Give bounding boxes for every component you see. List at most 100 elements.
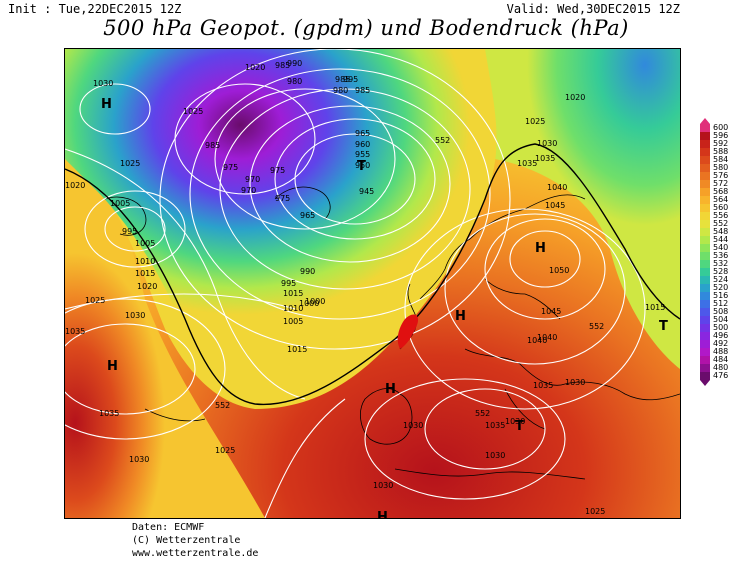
legend-label: 580 xyxy=(713,163,729,172)
legend-swatch xyxy=(700,228,710,236)
isobar-label: 1025 xyxy=(120,159,141,168)
isobar-label: 990 xyxy=(287,59,303,68)
legend-swatch xyxy=(700,164,710,172)
high-pressure-center: H xyxy=(385,382,396,397)
height-label: 552 xyxy=(589,322,605,331)
legend-swatch xyxy=(700,316,710,324)
isobar-label: 1040 xyxy=(537,333,558,342)
legend-label: 544 xyxy=(713,235,729,244)
legend-label: 508 xyxy=(713,307,729,316)
low-pressure-center: T xyxy=(515,419,524,434)
isobar-label: 1045 xyxy=(545,201,566,210)
legend-label: 588 xyxy=(713,147,729,156)
isobar-label: 965 xyxy=(300,211,316,220)
isobar-label: 975 xyxy=(270,166,286,175)
isobar-label: 1015 xyxy=(645,303,666,312)
high-pressure-center: H xyxy=(535,241,546,256)
northeast-trough-field xyxy=(445,49,680,369)
legend-label: 556 xyxy=(713,211,729,220)
isobar-label: 1035 xyxy=(65,327,86,336)
isobar-label: 980 xyxy=(333,86,349,95)
isobar-label: 1020 xyxy=(137,282,158,291)
low-pressure-center: T xyxy=(659,319,668,334)
isobar-label: 1020 xyxy=(565,93,586,102)
isobar-label: 1035 xyxy=(535,154,556,163)
legend-swatch xyxy=(700,364,710,372)
legend-swatch xyxy=(700,324,710,332)
isobar-label: 1030 xyxy=(565,378,586,387)
legend-swatch xyxy=(700,196,710,204)
isobar-label: 1030 xyxy=(485,451,506,460)
atlantic-ridge-field xyxy=(65,139,265,518)
legend-swatch xyxy=(700,292,710,300)
legend-label: 584 xyxy=(713,155,729,164)
isobar-label: 1040 xyxy=(547,183,568,192)
isobar-label: 1025 xyxy=(85,296,106,305)
legend-label: 592 xyxy=(713,139,729,148)
legend-swatch xyxy=(700,204,710,212)
legend-label: 484 xyxy=(713,355,729,364)
isobar-label: 975 xyxy=(223,163,239,172)
valid-time: Valid: Wed,30DEC2015 12Z xyxy=(506,2,680,16)
isobar-label: 985 xyxy=(335,75,351,84)
data-source: Daten: ECMWF xyxy=(132,522,205,533)
website: www.wetterzentrale.de xyxy=(132,548,259,559)
legend-label: 476 xyxy=(713,371,729,380)
isobar-label: 1025 xyxy=(525,117,546,126)
isobar-label: 1010 xyxy=(135,257,156,266)
isobar-label: 995 xyxy=(281,279,297,288)
legend-label: 568 xyxy=(713,187,729,196)
legend-label: 572 xyxy=(713,179,729,188)
init-time: Init : Tue,22DEC2015 12Z xyxy=(8,2,182,16)
isobar-label: 1030 xyxy=(125,311,146,320)
legend-label: 516 xyxy=(713,291,729,300)
copyright: (C) Wetterzentrale xyxy=(132,535,241,546)
isobar-label: 965 xyxy=(355,129,371,138)
legend-label: 536 xyxy=(713,251,729,260)
low-pressure-center: T xyxy=(357,159,366,174)
legend-swatch xyxy=(700,188,710,196)
legend-swatch xyxy=(700,244,710,252)
legend-label: 576 xyxy=(713,171,729,180)
height-label: 552 xyxy=(475,409,491,418)
legend-label: 500 xyxy=(713,323,729,332)
legend-swatch xyxy=(700,356,710,364)
legend-swatch xyxy=(700,260,710,268)
isobar-label: 1010 xyxy=(283,304,304,313)
isobar-label: 1020 xyxy=(245,63,266,72)
legend-label: 520 xyxy=(713,283,729,292)
isobar-label: 985 xyxy=(275,61,291,70)
isobar-label: 990 xyxy=(300,267,316,276)
isobar-label: 1040 xyxy=(527,336,548,345)
isobar-label: 1000 xyxy=(299,299,320,308)
isobar-label: 1045 xyxy=(541,307,562,316)
isobar-label: 1030 xyxy=(373,481,394,490)
isobar-label: 1015 xyxy=(283,289,304,298)
forecast-map: 1030 1025 1020 1005 995 1005 1010 1015 1020 1025 1… xyxy=(64,48,681,519)
isobar-label: 1005 xyxy=(283,317,304,326)
legend-swatch xyxy=(700,268,710,276)
isobar-label: 1020 xyxy=(65,181,86,190)
isobar-label: 995 xyxy=(343,75,359,84)
legend-swatch xyxy=(700,332,710,340)
isobar-label: 1025 xyxy=(183,107,204,116)
isobar-label: 1025 xyxy=(215,446,236,455)
high-pressure-center: H xyxy=(101,97,112,112)
isobar-label: 960 xyxy=(355,140,371,149)
legend-label: 548 xyxy=(713,227,729,236)
legend-top-arrow xyxy=(700,118,710,124)
legend-swatch xyxy=(700,156,710,164)
isobar-label: 1035 xyxy=(485,421,506,430)
isobar-label: 1030 xyxy=(537,139,558,148)
legend-label: 488 xyxy=(713,347,729,356)
polar-low-field xyxy=(65,49,483,394)
isobar-label: 985 xyxy=(355,86,371,95)
high-pressure-center: H xyxy=(107,359,118,374)
red-wind-marker xyxy=(397,314,419,349)
isobar-label: 1025 xyxy=(585,507,606,516)
legend-swatch xyxy=(700,212,710,220)
isobar-label: 995 xyxy=(122,227,138,236)
high-pressure-center: H xyxy=(377,510,388,519)
legend-label: 560 xyxy=(713,203,729,212)
coastlines xyxy=(104,186,680,480)
